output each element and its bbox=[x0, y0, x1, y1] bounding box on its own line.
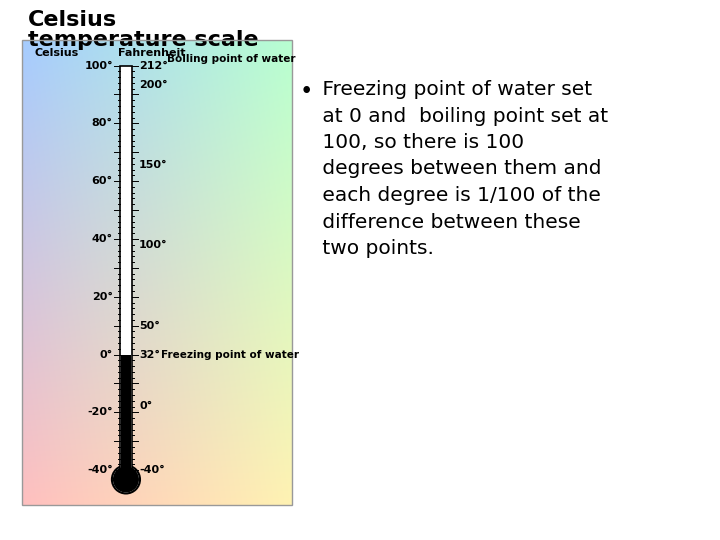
Text: 200°: 200° bbox=[139, 80, 168, 90]
Bar bbox=[22, 40, 292, 505]
Text: Freezing point of water set
 at 0 and  boiling point set at
 100, so there is 10: Freezing point of water set at 0 and boi… bbox=[316, 80, 608, 258]
Text: Celsius: Celsius bbox=[35, 48, 79, 58]
Text: •: • bbox=[300, 80, 313, 103]
Text: 80°: 80° bbox=[92, 118, 113, 129]
Text: 100°: 100° bbox=[139, 240, 168, 251]
Text: 40°: 40° bbox=[91, 234, 113, 244]
Bar bbox=[120, 65, 132, 470]
Text: Celsius: Celsius bbox=[28, 10, 117, 30]
Text: Freezing point of water: Freezing point of water bbox=[161, 349, 299, 360]
Text: -20°: -20° bbox=[87, 407, 113, 417]
Text: 212°: 212° bbox=[139, 60, 168, 71]
Text: 100°: 100° bbox=[84, 60, 113, 71]
Text: temperature scale: temperature scale bbox=[28, 30, 258, 50]
Ellipse shape bbox=[113, 467, 139, 492]
Bar bbox=[121, 355, 131, 470]
Text: 0°: 0° bbox=[139, 401, 152, 411]
Text: -40°: -40° bbox=[139, 465, 165, 475]
Text: 50°: 50° bbox=[139, 321, 160, 330]
Ellipse shape bbox=[112, 465, 140, 494]
Text: 60°: 60° bbox=[91, 176, 113, 186]
Text: 150°: 150° bbox=[139, 160, 168, 170]
Text: Fahrenheit: Fahrenheit bbox=[118, 48, 186, 58]
Text: Boiling point of water: Boiling point of water bbox=[167, 53, 295, 64]
Text: -40°: -40° bbox=[87, 465, 113, 475]
Text: 0°: 0° bbox=[99, 349, 113, 360]
Text: 20°: 20° bbox=[92, 292, 113, 302]
Text: 32°: 32° bbox=[139, 349, 160, 360]
